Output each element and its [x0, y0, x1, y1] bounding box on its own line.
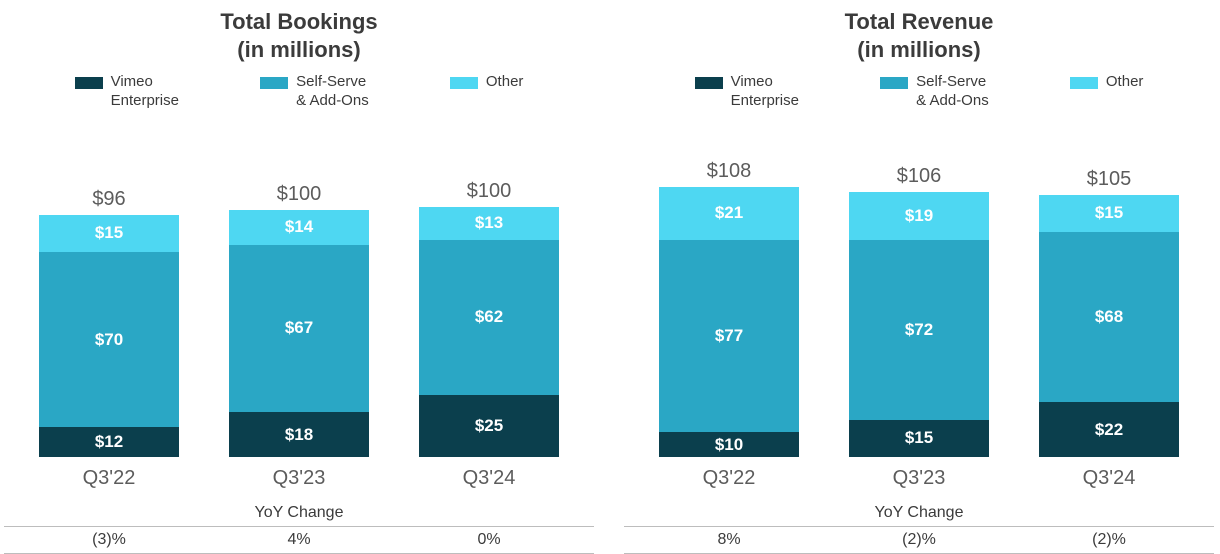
yoy-value: (2)% [1034, 531, 1184, 549]
bar-stack: $15 $70 $12 [39, 215, 179, 458]
yoy-value: (2)% [844, 531, 994, 549]
seg-enterprise: $25 [419, 395, 559, 458]
legend-item-enterprise: VimeoEnterprise [695, 73, 799, 111]
legend: VimeoEnterprise Self-Serve& Add-Ons Othe… [624, 73, 1214, 111]
yoy-value: 4% [224, 531, 374, 549]
swatch-enterprise [695, 77, 723, 89]
swatch-selfserve [260, 77, 288, 89]
legend: VimeoEnterprise Self-Serve& Add-Ons Othe… [4, 73, 594, 111]
legend-item-enterprise: VimeoEnterprise [75, 73, 179, 111]
chart-area: $108 $21 $77 $10 Q3'22 $106 $19 $72 $15 … [624, 117, 1214, 491]
legend-item-other: Other [1070, 73, 1144, 92]
category-label: Q3'22 [83, 467, 136, 490]
charts-container: Total Bookings(in millions) VimeoEnterpr… [0, 0, 1220, 554]
bar-column: $106 $19 $72 $15 Q3'23 [844, 165, 994, 490]
seg-selfserve: $67 [229, 245, 369, 413]
bar-column: $108 $21 $77 $10 Q3'22 [654, 160, 804, 490]
category-label: Q3'22 [703, 467, 756, 490]
seg-selfserve: $68 [1039, 232, 1179, 402]
bar-column: $100 $14 $67 $18 Q3'23 [224, 183, 374, 491]
yoy-value: 0% [414, 531, 564, 549]
bar-total: $108 [707, 160, 752, 183]
seg-enterprise: $15 [849, 420, 989, 458]
seg-other: $15 [39, 215, 179, 253]
bar-total: $100 [467, 180, 512, 203]
category-label: Q3'24 [1083, 467, 1136, 490]
seg-enterprise: $22 [1039, 402, 1179, 457]
yoy-row: 8% (2)% (2)% [624, 526, 1214, 554]
yoy-footer: YoY Change 8% (2)% (2)% [624, 504, 1214, 554]
seg-other: $13 [419, 207, 559, 240]
yoy-title: YoY Change [624, 504, 1214, 522]
seg-selfserve: $72 [849, 240, 989, 420]
yoy-value: (3)% [34, 531, 184, 549]
yoy-title: YoY Change [4, 504, 594, 522]
yoy-footer: YoY Change (3)% 4% 0% [4, 504, 594, 554]
panel-title: Total Bookings(in millions) [4, 8, 594, 63]
swatch-other [450, 77, 478, 89]
seg-selfserve: $77 [659, 240, 799, 433]
panel-title: Total Revenue(in millions) [624, 8, 1214, 63]
seg-enterprise: $10 [659, 432, 799, 457]
bar-total: $96 [92, 188, 125, 211]
seg-other: $14 [229, 210, 369, 245]
seg-enterprise: $18 [229, 412, 369, 457]
bar-total: $105 [1087, 168, 1132, 191]
legend-label: Other [1106, 73, 1144, 92]
seg-selfserve: $70 [39, 252, 179, 427]
legend-item-selfserve: Self-Serve& Add-Ons [260, 73, 369, 111]
bar-total: $100 [277, 183, 322, 206]
seg-selfserve: $62 [419, 240, 559, 395]
seg-other: $15 [1039, 195, 1179, 233]
bar-stack: $13 $62 $25 [419, 207, 559, 457]
category-label: Q3'24 [463, 467, 516, 490]
legend-label: Other [486, 73, 524, 92]
bar-stack: $21 $77 $10 [659, 187, 799, 457]
legend-item-other: Other [450, 73, 524, 92]
chart-area: $96 $15 $70 $12 Q3'22 $100 $14 $67 $18 Q… [4, 117, 594, 491]
bar-total: $106 [897, 165, 942, 188]
legend-item-selfserve: Self-Serve& Add-Ons [880, 73, 989, 111]
bar-stack: $19 $72 $15 [849, 192, 989, 457]
legend-label: Self-Serve& Add-Ons [296, 73, 369, 111]
legend-label: VimeoEnterprise [731, 73, 799, 111]
bar-column: $100 $13 $62 $25 Q3'24 [414, 180, 564, 490]
bar-stack: $14 $67 $18 [229, 210, 369, 458]
yoy-row: (3)% 4% 0% [4, 526, 594, 554]
swatch-selfserve [880, 77, 908, 89]
swatch-enterprise [75, 77, 103, 89]
seg-other: $19 [849, 192, 989, 240]
yoy-value: 8% [654, 531, 804, 549]
bar-column: $96 $15 $70 $12 Q3'22 [34, 188, 184, 491]
swatch-other [1070, 77, 1098, 89]
seg-enterprise: $12 [39, 427, 179, 457]
category-label: Q3'23 [893, 467, 946, 490]
panel-bookings: Total Bookings(in millions) VimeoEnterpr… [4, 8, 594, 554]
category-label: Q3'23 [273, 467, 326, 490]
legend-label: Self-Serve& Add-Ons [916, 73, 989, 111]
legend-label: VimeoEnterprise [111, 73, 179, 111]
seg-other: $21 [659, 187, 799, 240]
panel-revenue: Total Revenue(in millions) VimeoEnterpri… [624, 8, 1214, 554]
bar-column: $105 $15 $68 $22 Q3'24 [1034, 168, 1184, 491]
bar-stack: $15 $68 $22 [1039, 195, 1179, 458]
